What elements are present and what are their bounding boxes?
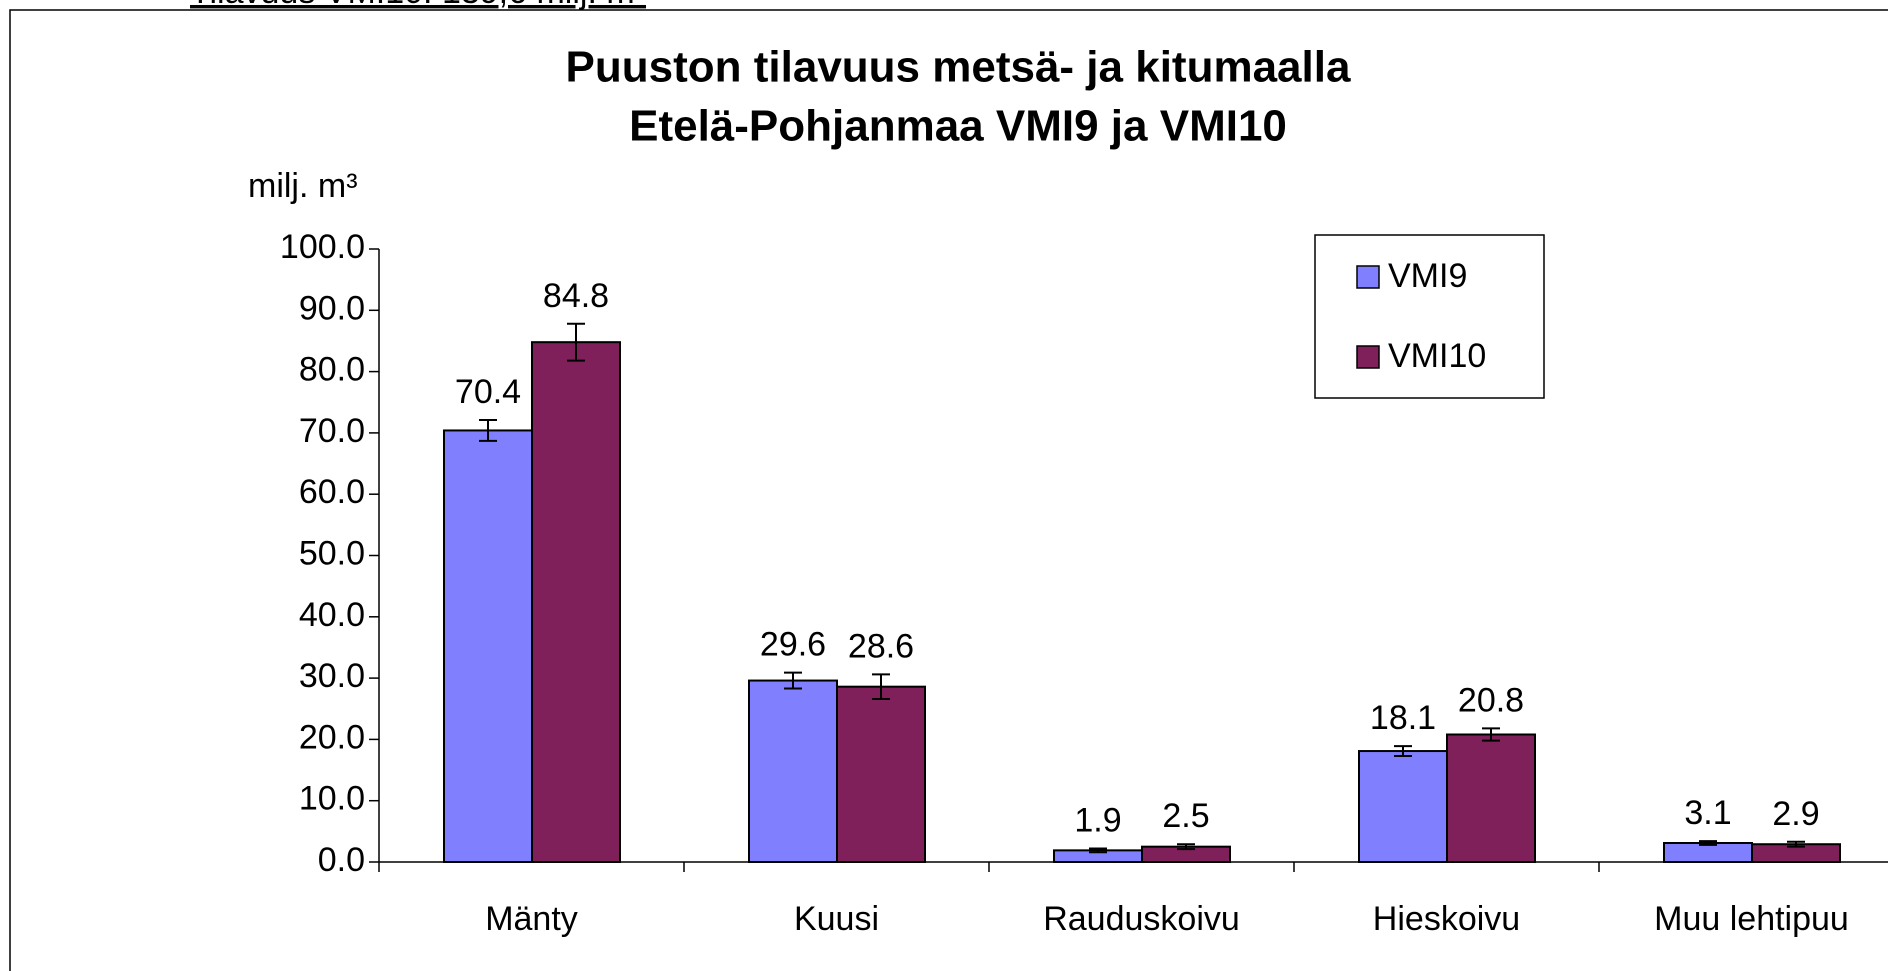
y-tick-label: 80.0 [299,351,365,389]
data-label: 84.8 [543,277,609,315]
chart-title: Etelä-Pohjanmaa VMI9 ja VMI10 [629,102,1287,151]
chart-title: Puuston tilavuus metsä- ja kitumaalla [566,43,1351,92]
data-label: 2.5 [1162,797,1209,835]
data-label: 3.1 [1684,794,1731,832]
header-text: Tilavuus VMI10: 139,6 milj. m³ [190,0,646,11]
error-bar [1177,843,1195,851]
data-label: 29.6 [760,626,826,664]
y-tick-label: 20.0 [299,718,365,756]
error-bar [1787,840,1805,848]
error-bar [784,671,802,690]
legend-label: VMI10 [1388,337,1486,375]
error-bar [1699,840,1717,846]
y-tick-label: 90.0 [299,289,365,327]
y-tick-label: 40.0 [299,596,365,634]
error-bar [567,322,585,362]
bar [531,341,621,863]
chart-frame [9,9,1888,971]
x-tick-label: Muu lehtipuu [1654,900,1849,938]
legend-swatch [1356,265,1380,289]
error-bar [872,673,890,700]
bar [1446,733,1536,863]
y-axis-label: milj. m³ [248,167,358,205]
x-tick-label: Hieskoivu [1373,900,1520,938]
data-label: 1.9 [1074,801,1121,839]
bar [836,685,926,863]
y-tick-label: 100.0 [280,228,365,266]
error-bar [479,419,497,442]
error-bar [1394,745,1412,757]
data-label: 18.1 [1370,699,1436,737]
legend-swatch [1356,345,1380,369]
y-tick-label: 30.0 [299,657,365,695]
x-tick-label: Mänty [485,900,578,938]
y-tick-label: 0.0 [318,841,365,879]
bar [443,429,533,863]
error-bar [1482,727,1500,742]
error-bar [1089,847,1107,854]
y-tick-label: 70.0 [299,412,365,450]
y-tick-label: 10.0 [299,780,365,818]
bar [1358,750,1448,863]
legend-box [1314,234,1545,399]
y-tick-label: 60.0 [299,473,365,511]
data-label: 2.9 [1772,795,1819,833]
bar [1663,841,1753,864]
data-label: 20.8 [1458,681,1524,719]
data-label: 70.4 [455,373,521,411]
bar [748,679,838,863]
x-tick-label: Kuusi [794,900,879,938]
x-tick-label: Rauduskoivu [1043,900,1240,938]
data-label: 28.6 [848,627,914,665]
legend-label: VMI9 [1388,257,1467,295]
y-tick-label: 50.0 [299,534,365,572]
